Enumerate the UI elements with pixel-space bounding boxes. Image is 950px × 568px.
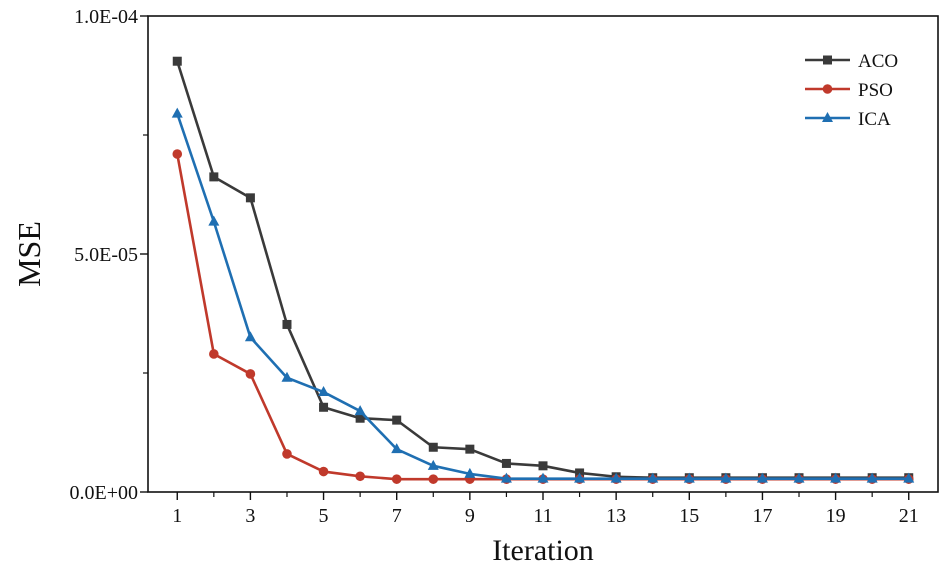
legend-label: PSO <box>858 80 893 101</box>
data-point-ica <box>318 386 330 397</box>
x-tick-label: 5 <box>319 505 329 527</box>
series-line-ica <box>176 113 909 480</box>
legend-label: ICA <box>858 109 891 130</box>
data-point-ica <box>464 467 476 478</box>
x-tick-label: 17 <box>752 505 772 527</box>
x-axis-title: Iteration <box>492 534 594 567</box>
data-point-pso <box>245 369 256 379</box>
legend-item-aco: ACO <box>805 51 898 72</box>
data-point-pso <box>172 149 183 159</box>
data-point-ica <box>391 443 403 454</box>
legend-label: ACO <box>858 51 898 72</box>
series-layer <box>171 56 915 484</box>
legend-item-ica: ICA <box>805 109 891 130</box>
data-point-pso <box>428 474 439 484</box>
legend-marker <box>823 55 832 65</box>
data-point-ica <box>208 215 220 226</box>
data-point-ica <box>903 472 915 483</box>
data-point-aco <box>282 319 292 329</box>
data-point-ica <box>647 472 659 483</box>
data-point-ica <box>171 107 183 118</box>
data-point-pso <box>318 466 329 477</box>
data-point-aco <box>538 461 548 471</box>
y-tick-label: 1.0E-04 <box>74 6 138 28</box>
series-ica <box>171 107 915 483</box>
data-point-aco <box>465 444 475 454</box>
x-tick-label: 3 <box>245 505 255 527</box>
data-point-ica <box>427 459 439 470</box>
data-point-ica <box>830 472 842 483</box>
data-point-ica <box>610 472 622 483</box>
data-point-ica <box>537 472 549 483</box>
data-point-pso <box>355 471 365 482</box>
legend-marker <box>822 112 833 122</box>
data-point-ica <box>354 405 366 416</box>
data-point-ica <box>500 472 512 483</box>
data-point-aco <box>209 172 219 182</box>
y-tick-label: 5.0E-05 <box>74 244 138 266</box>
data-point-aco <box>392 415 402 425</box>
legend-marker <box>822 84 833 94</box>
legend-item-pso: PSO <box>805 80 893 101</box>
x-tick-label: 1 <box>172 505 182 527</box>
x-tick-label: 13 <box>606 505 626 527</box>
data-point-ica <box>866 472 878 483</box>
x-tick-label: 7 <box>392 505 402 527</box>
data-point-pso <box>391 474 402 484</box>
x-tick-label: 9 <box>465 505 475 527</box>
x-tick-label: 19 <box>826 505 846 527</box>
data-point-ica <box>756 472 768 483</box>
data-point-aco <box>355 413 365 423</box>
data-point-aco <box>172 56 182 66</box>
y-axis-title: MSE <box>11 221 47 287</box>
series-line-pso <box>175 153 909 481</box>
data-point-pso <box>282 449 292 459</box>
data-point-aco <box>319 402 329 412</box>
data-point-aco <box>501 458 511 468</box>
data-point-aco <box>428 442 438 452</box>
series-line-aco <box>176 60 909 480</box>
x-tick-label: 11 <box>533 505 552 527</box>
data-point-ica <box>281 371 293 382</box>
data-point-ica <box>720 472 732 483</box>
x-tick-label: 21 <box>899 505 919 527</box>
data-point-ica <box>793 472 805 483</box>
x-tick-label: 15 <box>679 505 699 527</box>
legend: ACO PSO ICA <box>805 51 898 130</box>
axes: 1 3 5 7 9 11 13 15 17 19 210.0E+005.0E-051.0E-04 <box>70 6 939 527</box>
data-point-ica <box>683 472 695 483</box>
y-tick-label: 0.0E+00 <box>70 482 139 504</box>
data-point-pso <box>209 349 219 359</box>
data-point-aco <box>245 193 255 203</box>
data-point-ica <box>244 331 256 342</box>
data-point-ica <box>574 472 586 483</box>
series-aco <box>172 56 914 483</box>
